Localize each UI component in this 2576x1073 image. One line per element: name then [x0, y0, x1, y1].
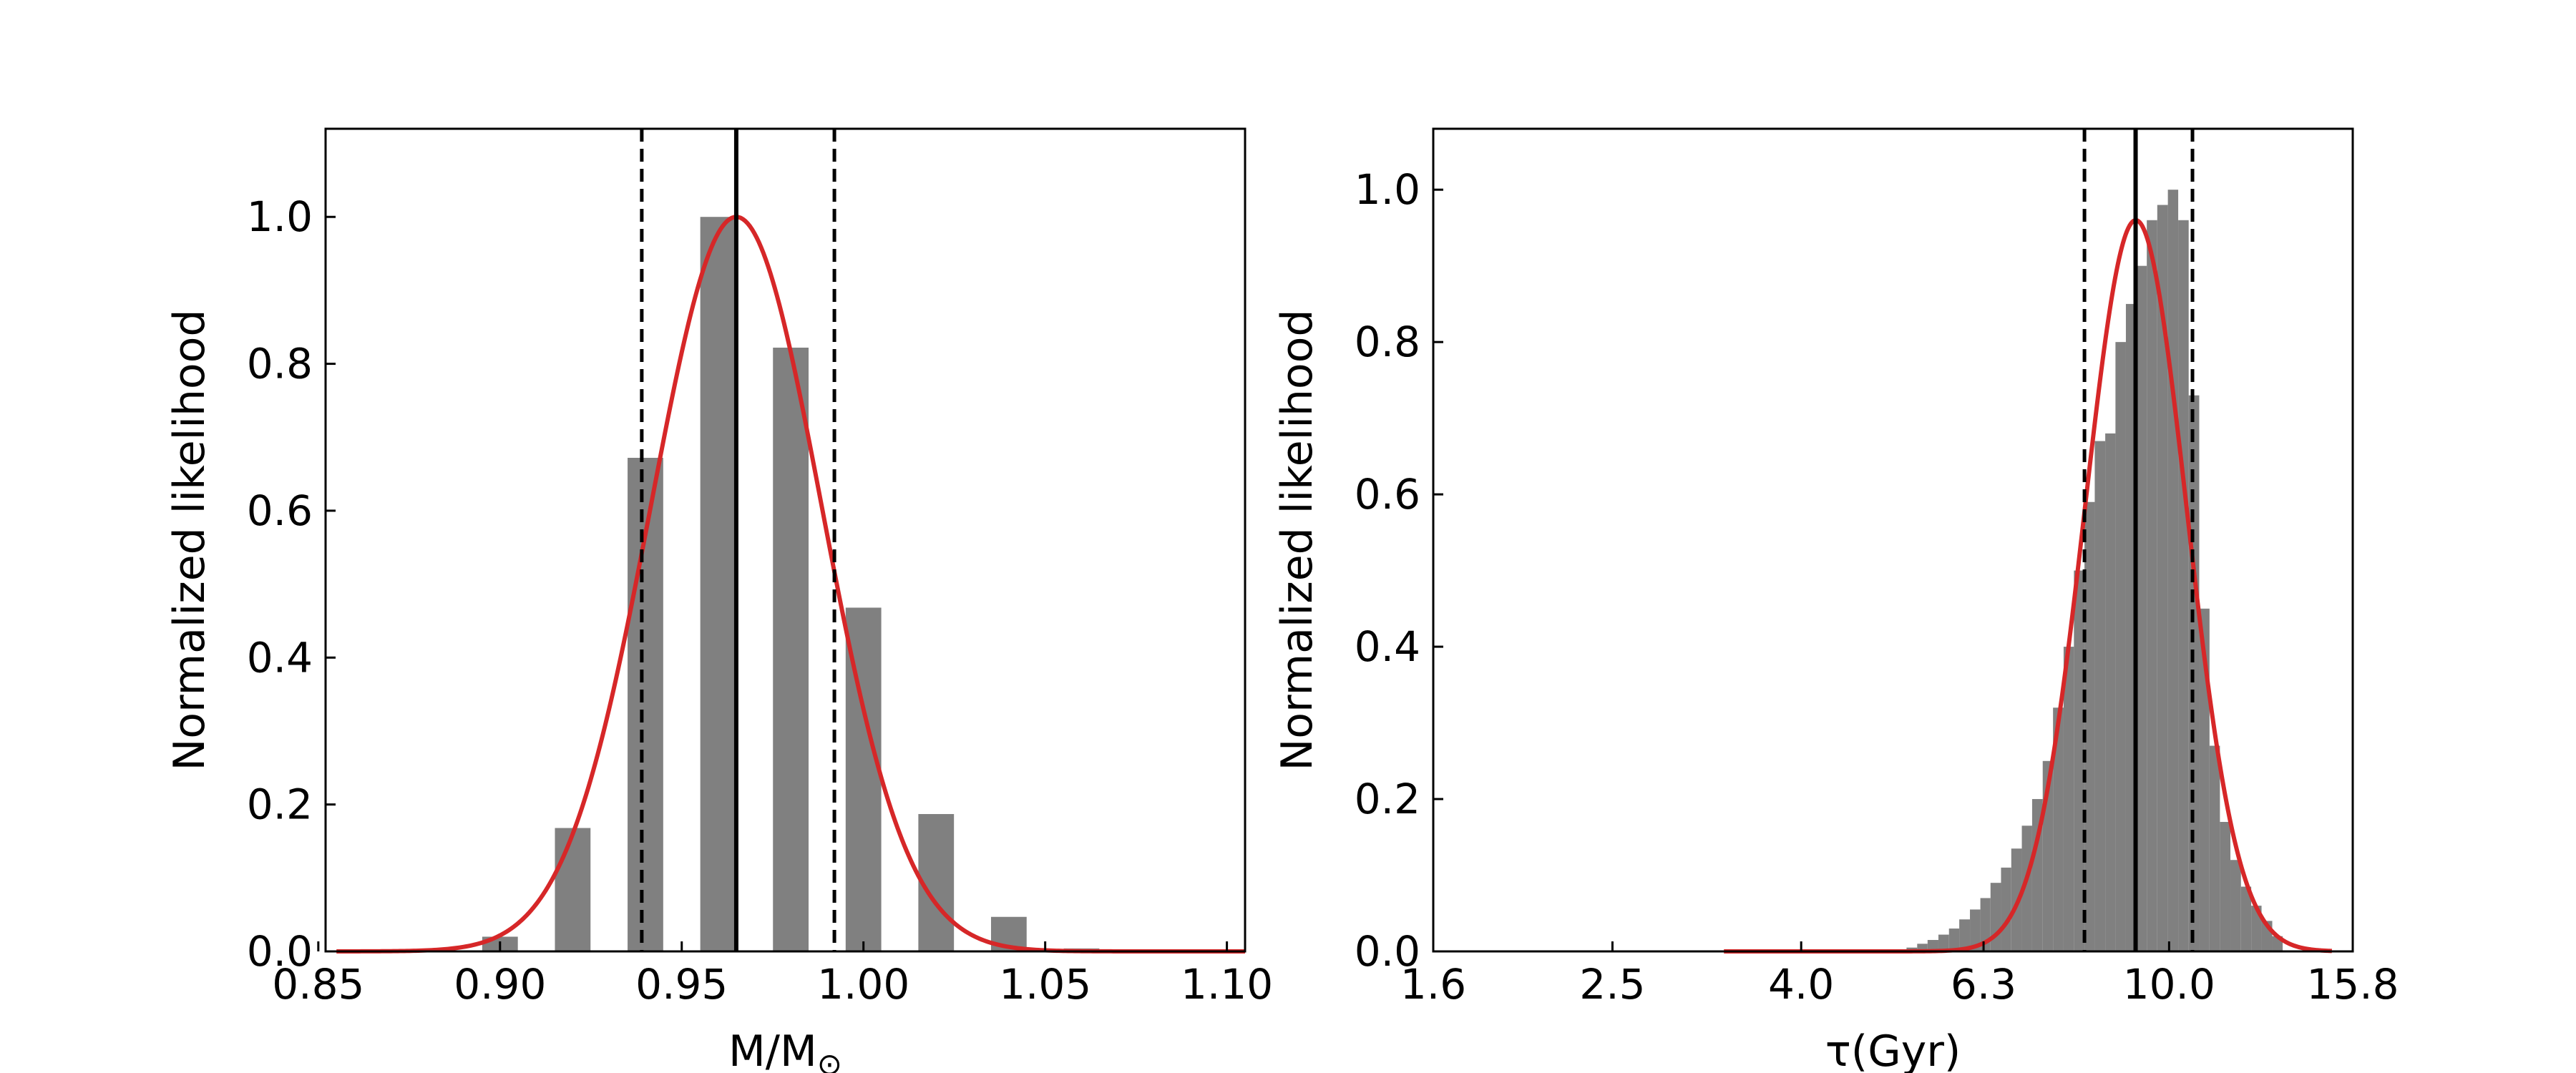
age-likelihood-panel: 1.6 2.5 4.0 6.3 10.0 15.8 0.00.20.40.60.81.0 … — [1272, 127, 2399, 1073]
age-bar — [2084, 501, 2095, 951]
age-bar — [2136, 265, 2147, 952]
age-bar — [1938, 934, 1949, 951]
age-bar — [2199, 608, 2210, 951]
age-bar — [2053, 707, 2064, 951]
age-y-tick-label: 0.4 — [1355, 622, 1420, 671]
age-y-axis-label: Normalized likelihood — [1272, 309, 1322, 770]
age-x-tick-label: 6.3 — [1951, 960, 2016, 1009]
mass-y-axis-ticks: 0.0 0.2 0.4 0.6 0.8 1.0 — [247, 192, 336, 976]
age-y-tick-label: 0.6 — [1355, 470, 1420, 519]
age-bar — [1980, 898, 1991, 951]
age-bar — [1927, 940, 1938, 951]
age-x-axis-label: τ(Gyr) — [1825, 1027, 1961, 1073]
mass-x-axis-label: M/M⊙ — [728, 1027, 842, 1073]
age-bar — [2167, 190, 2179, 951]
mass-x-axis-label-main: M/M — [728, 1027, 817, 1073]
mass-y-axis-label: Normalized likelihood — [165, 309, 215, 770]
age-sigma-lines — [2082, 129, 2195, 951]
age-x-tick-label: 1.6 — [1400, 960, 1466, 1009]
age-axes-frame — [1432, 127, 2354, 953]
age-bar — [1990, 883, 2001, 951]
mass-likelihood-panel: 0.85 0.90 0.95 1.00 1.05 1.10 0.0 0.2 0.4 0.6 0.8… — [165, 127, 1273, 1073]
age-bar — [2074, 570, 2085, 951]
age-bar — [2209, 745, 2220, 951]
age-bar — [2021, 825, 2032, 951]
mass-x-tick-label: 0.85 — [272, 960, 364, 1009]
age-x-tick-label: 10.0 — [2123, 960, 2215, 1009]
age-x-axis-label-main: τ(Gyr) — [1825, 1027, 1961, 1073]
mass-x-tick-label: 1.00 — [817, 960, 909, 1009]
age-y-axis-ticks: 0.0 0.2 0.4 0.6 0.8 1.0 — [1355, 165, 1443, 976]
age-bar — [2157, 205, 2168, 952]
age-bar — [2220, 821, 2231, 951]
mass-x-tick-label: 1.05 — [999, 960, 1091, 1009]
age-bar — [2094, 441, 2106, 951]
mass-bar — [773, 347, 809, 951]
age-bar — [2105, 433, 2116, 951]
mass-x-tick-label: 0.90 — [454, 960, 546, 1009]
age-y-tick-label: 0.2 — [1355, 775, 1420, 823]
age-x-axis-ticks: 1.6 2.5 4.0 6.3 10.0 15.8 — [1400, 941, 2399, 1009]
age-bar — [2063, 647, 2074, 951]
age-histogram-bars — [1906, 190, 2283, 952]
mass-y-tick-label: 0.8 — [247, 340, 313, 388]
age-y-tick-label: 0.8 — [1355, 318, 1420, 366]
age-bar — [1970, 909, 1981, 951]
mass-y-tick-label: 1.0 — [247, 192, 313, 241]
mass-axes-frame — [324, 127, 1246, 953]
age-bar — [2230, 860, 2241, 951]
age-bar — [2001, 867, 2011, 951]
mass-histogram-bars — [482, 217, 1100, 951]
mass-bar — [555, 828, 591, 951]
age-bar — [1917, 944, 1928, 951]
age-bar — [2178, 220, 2189, 951]
mass-x-axis-label-subscript: ⊙ — [817, 1047, 842, 1073]
age-bar — [2031, 799, 2043, 951]
age-y-tick-label: 0.0 — [1355, 927, 1420, 976]
age-bar — [1959, 919, 1971, 951]
mass-y-tick-label: 0.6 — [247, 486, 313, 535]
mass-y-tick-label: 0.0 — [247, 927, 313, 976]
age-bar — [2115, 342, 2126, 951]
age-bar — [2251, 906, 2262, 951]
age-x-tick-label: 2.5 — [1579, 960, 1645, 1009]
age-x-tick-label: 4.0 — [1768, 960, 1834, 1009]
mass-x-tick-label: 1.10 — [1181, 960, 1273, 1009]
age-bar — [1948, 929, 1960, 951]
age-x-tick-label: 15.8 — [2306, 960, 2399, 1009]
mass-sigma-lines — [640, 129, 836, 951]
age-bar — [2147, 220, 2157, 951]
age-bar — [2240, 886, 2252, 951]
mass-x-tick-label: 0.95 — [635, 960, 728, 1009]
mass-x-axis-ticks: 0.85 0.90 0.95 1.00 1.05 1.10 — [272, 941, 1273, 1009]
age-y-tick-label: 1.0 — [1355, 165, 1420, 214]
mass-y-tick-label: 0.4 — [247, 633, 313, 682]
mass-bar — [700, 217, 736, 951]
mass-y-tick-label: 0.2 — [247, 780, 313, 829]
